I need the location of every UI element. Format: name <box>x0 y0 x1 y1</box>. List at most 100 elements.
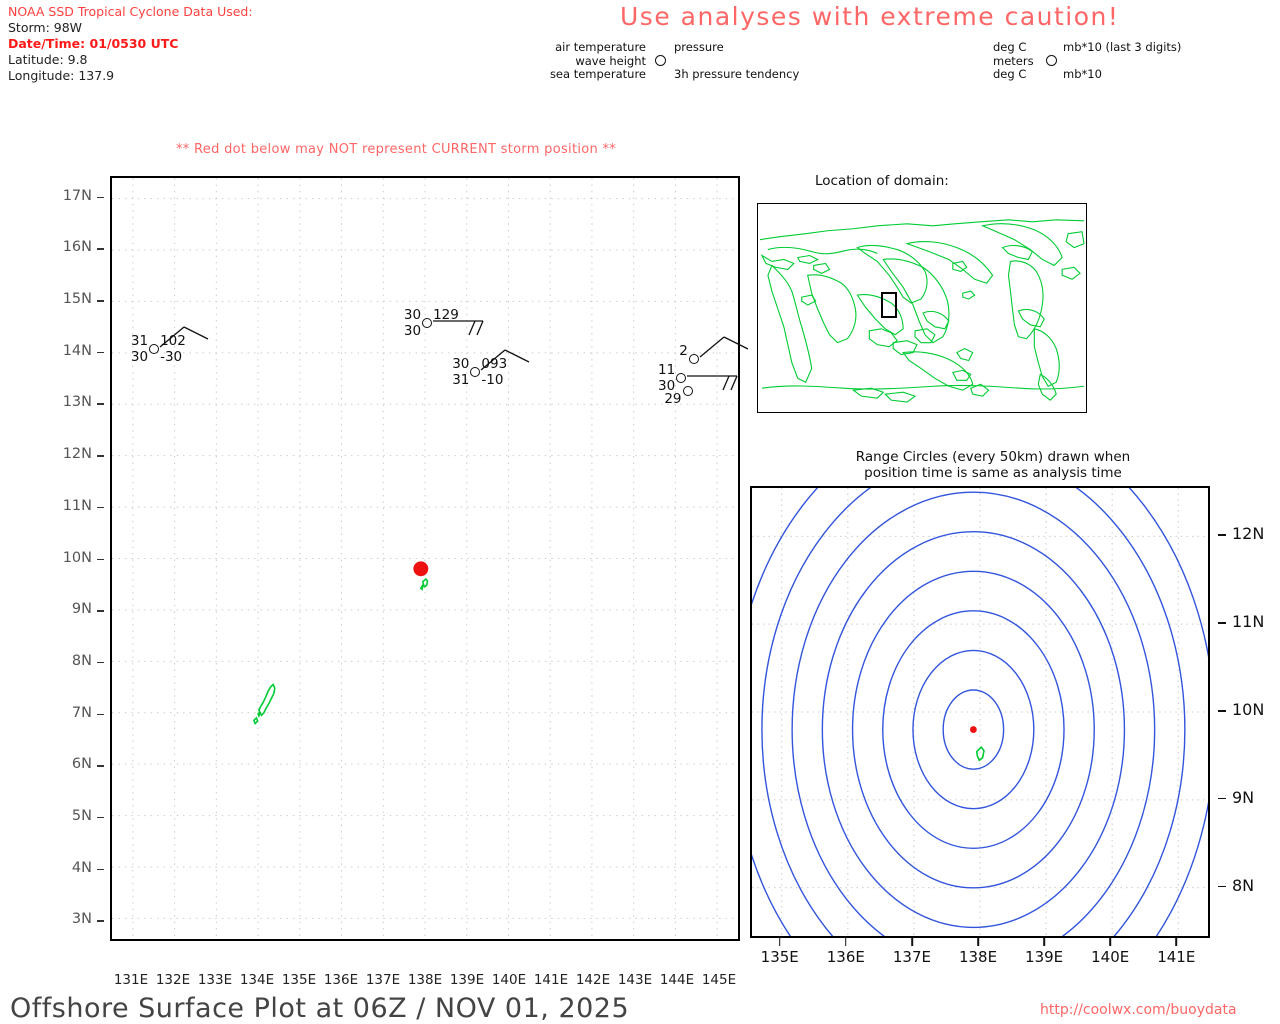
range-y-tick-mark <box>1218 885 1226 888</box>
header-info-block: NOAA SSD Tropical Cyclone Data Used: Sto… <box>8 4 253 84</box>
units-row-2: meters <box>993 53 1181 69</box>
legend-air-temperature-label: air temperature <box>555 40 646 54</box>
x-tick-label: 144E <box>659 972 695 988</box>
x-tick-label: 139E <box>449 972 485 988</box>
range-x-tick-label: 137E <box>892 948 931 966</box>
legend-row-1: air temperature pressure <box>522 40 799 55</box>
range-x-tick-mark <box>1043 938 1045 946</box>
datetime-label: Date/Time: 01/0530 UTC <box>8 36 179 51</box>
y-tick-mark <box>97 300 104 302</box>
range-title-line-1: Range Circles (every 50km) drawn when <box>855 449 1131 465</box>
main-surface-plot[interactable] <box>110 176 740 941</box>
longitude-label: Longitude: 137.9 <box>8 68 115 83</box>
range-x-tick-label: 140E <box>1091 948 1130 966</box>
y-tick-label: 3N <box>71 911 92 928</box>
range-plot-canvas <box>752 488 1208 936</box>
x-tick-label: 145E <box>701 972 737 988</box>
range-x-tick-mark <box>778 938 781 946</box>
y-tick-mark <box>97 816 104 819</box>
latitude-label: Latitude: 9.8 <box>8 52 88 67</box>
x-tick-label: 138E <box>407 972 443 988</box>
units-air-temperature: deg C <box>993 40 1027 54</box>
range-x-tick-label: 141E <box>1157 948 1196 966</box>
y-tick-label: 16N <box>62 239 92 256</box>
x-tick-label: 142E <box>575 972 611 988</box>
x-tick-label: 133E <box>197 972 233 988</box>
units-pressure: mb*10 (last 3 digits) <box>1063 40 1182 54</box>
y-tick-mark <box>97 765 104 767</box>
y-tick-mark <box>97 455 104 457</box>
range-y-tick-label: 11N <box>1232 612 1265 632</box>
x-tick-label: 137E <box>365 972 401 988</box>
range-x-tick-mark <box>1109 938 1111 946</box>
y-tick-label: 13N <box>62 394 92 411</box>
main-plot-x-axis: 131E 132E 133E 134E 135E 136E 137E 138E 139E 140E… <box>110 968 740 990</box>
y-tick-mark <box>97 403 104 405</box>
y-tick-label: 9N <box>71 601 92 618</box>
caution-banner: Use analyses with extreme caution! <box>620 2 1120 31</box>
range-y-tick-mark <box>1218 797 1226 800</box>
y-tick-label: 17N <box>62 187 92 204</box>
range-y-tick-mark <box>1218 622 1226 624</box>
y-tick-mark <box>97 868 104 871</box>
legend-pressure-tendency-label: 3h pressure tendency <box>674 67 800 81</box>
y-tick-mark <box>97 661 104 664</box>
legend-sea-temperature-label: sea temperature <box>549 67 646 81</box>
legend-row-3: sea temperature 3h pressure tendency <box>522 67 800 82</box>
station-circle-icon <box>654 54 666 66</box>
source-url[interactable]: http://coolwx.com/buoydata <box>1040 1002 1237 1018</box>
red-dot-warning: ** Red dot below may NOT represent CURRE… <box>176 142 617 157</box>
plot-title: Offshore Surface Plot at 06Z / NOV 01, 2… <box>10 993 630 1024</box>
range-x-tick-label: 135E <box>760 948 799 966</box>
range-x-tick-mark <box>1175 938 1178 946</box>
y-tick-label: 12N <box>62 446 92 463</box>
world-coastline-map <box>759 219 1085 403</box>
range-title-line-2: position time is same as analysis time <box>864 465 1122 481</box>
main-plot-canvas <box>112 178 738 939</box>
range-y-tick-label: 8N <box>1232 875 1255 895</box>
y-tick-label: 8N <box>71 652 92 669</box>
units-wave-height: meters <box>993 53 1034 68</box>
range-x-tick-label: 138E <box>958 948 998 966</box>
y-tick-label: 10N <box>62 549 92 566</box>
domain-extent-box <box>881 292 897 318</box>
station-circle-icon <box>1045 54 1057 66</box>
y-tick-label: 5N <box>71 807 92 824</box>
units-row-1: deg C mb*10 (last 3 digits) <box>993 40 1182 55</box>
range-x-tick-label: 136E <box>826 948 865 966</box>
noaa-source-line: NOAA SSD Tropical Cyclone Data Used: <box>8 4 253 19</box>
range-x-tick-mark <box>977 938 979 946</box>
range-y-tick-label: 12N <box>1232 524 1265 544</box>
range-circles-plot[interactable] <box>750 486 1210 938</box>
units-sea-temperature: deg C <box>993 67 1027 81</box>
legend-wave-height-label: wave height <box>575 53 646 68</box>
x-tick-label: 136E <box>323 972 359 988</box>
range-x-tick-mark <box>845 938 847 946</box>
world-location-inset <box>757 203 1087 413</box>
legend-row-2: wave height <box>522 53 799 69</box>
range-circles-title: Range Circles (every 50km) drawn when po… <box>808 449 1178 481</box>
range-y-tick-mark <box>1218 710 1226 712</box>
units-pressure-tendency: mb*10 <box>1063 67 1102 81</box>
y-tick-mark <box>97 920 104 922</box>
x-tick-label: 140E <box>491 972 527 988</box>
y-tick-label: 7N <box>71 704 92 721</box>
range-x-tick-mark <box>911 938 913 946</box>
units-legend-right: deg C mb*10 (last 3 digits) meters deg C m… <box>993 40 1182 82</box>
y-tick-label: 6N <box>71 756 92 773</box>
y-tick-label: 4N <box>71 859 92 876</box>
y-tick-mark <box>97 713 104 716</box>
y-tick-mark <box>97 351 104 354</box>
y-tick-label: 15N <box>62 291 92 308</box>
x-tick-label: 134E <box>239 972 275 988</box>
main-plot-y-axis: 17N 16N 15N 14N 13N 12N 11N 10N 9N 8N 7N 6N 5N 4N 3N <box>52 176 104 941</box>
x-tick-label: 141E <box>533 972 569 988</box>
y-tick-label: 14N <box>62 342 92 359</box>
x-tick-label: 135E <box>281 972 317 988</box>
range-y-tick-label: 10N <box>1232 700 1265 719</box>
storm-label: Storm: 98W <box>8 20 83 35</box>
y-tick-mark <box>97 248 104 250</box>
y-tick-mark <box>97 558 104 560</box>
y-tick-mark <box>97 610 104 612</box>
y-tick-mark <box>97 196 104 199</box>
